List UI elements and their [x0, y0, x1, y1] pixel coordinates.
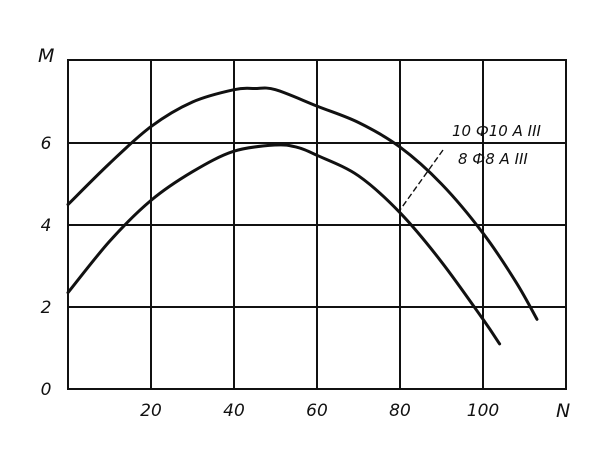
x-axis-title: N: [556, 400, 570, 422]
y-tick-label: 4: [41, 216, 52, 236]
legend-label-series-1: 10 Ф10 А III: [452, 122, 541, 140]
legend-leader-line: [399, 149, 444, 211]
y-tick-label: 2: [41, 298, 52, 318]
x-tick-label: 80: [389, 401, 411, 421]
y-tick-label: 0: [41, 380, 52, 400]
chart-grid: [67, 59, 567, 390]
y-tick-label: 6: [41, 134, 52, 154]
chart-curves: [66, 86, 539, 346]
legend-label-series-2: 8 Ф8 А III: [458, 150, 528, 168]
series-line-2: [66, 143, 502, 346]
chart-legend: 10 Ф10 А III 8 Ф8 А III: [399, 122, 553, 211]
x-tick-label: 40: [223, 401, 245, 421]
chart-tick-labels: 20 40 60 80 100 0 2 4 6: [41, 134, 500, 421]
y-axis-title: M: [38, 45, 54, 67]
x-tick-label: 60: [306, 401, 328, 421]
x-tick-label: 100: [467, 401, 499, 421]
series-line-1: [66, 86, 539, 321]
x-tick-label: 20: [140, 401, 162, 421]
